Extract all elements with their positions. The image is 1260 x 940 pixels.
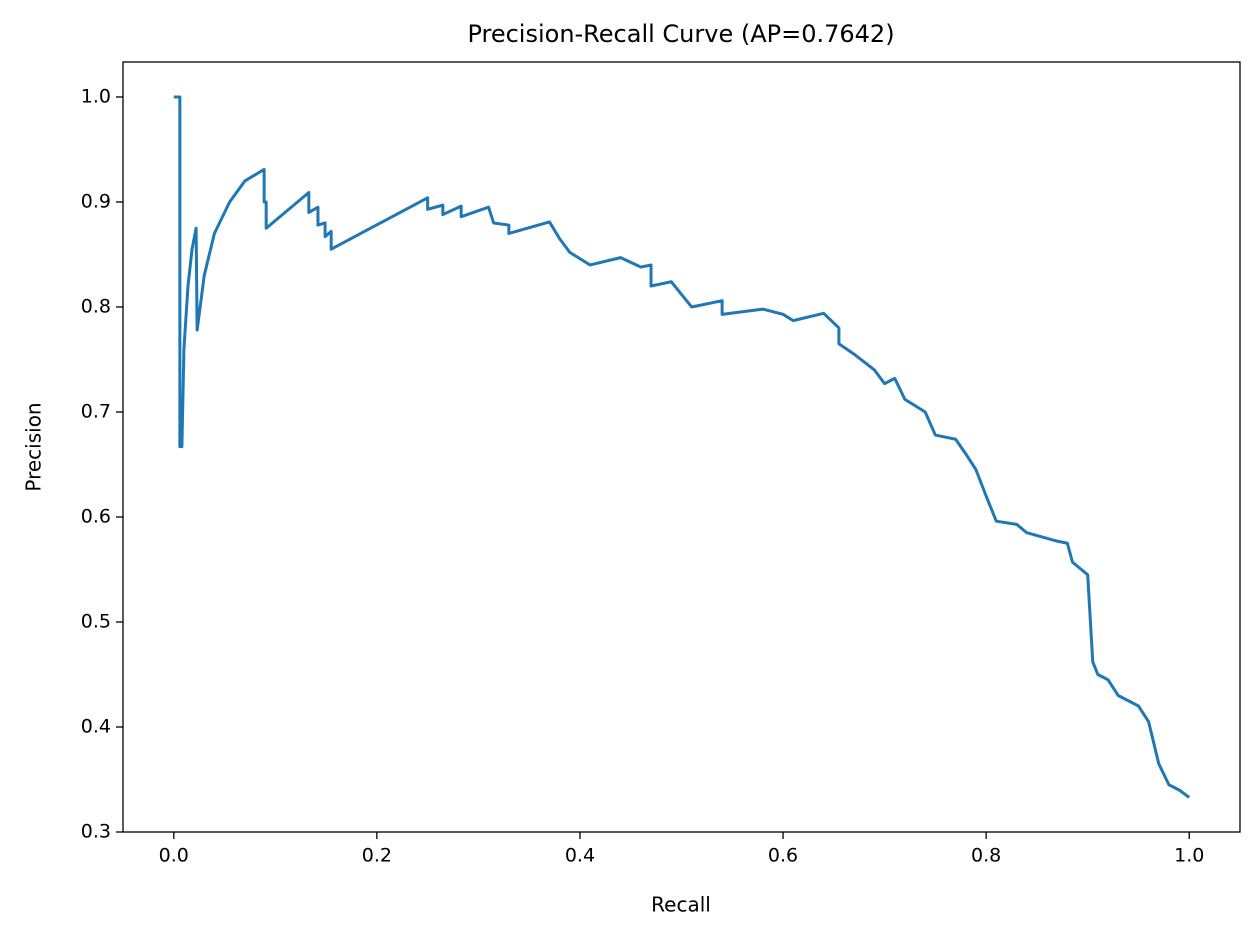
y-tick-label: 0.3 (81, 821, 111, 843)
pr-curve (173, 95, 1191, 799)
y-axis-label: Precision (22, 402, 46, 491)
x-tick-label: 1.0 (1174, 845, 1204, 867)
x-axis-label: Recall (651, 893, 711, 917)
x-tick-label: 0.2 (362, 845, 392, 867)
y-tick-label: 0.4 (81, 715, 111, 737)
y-tick-label: 0.5 (81, 610, 111, 632)
plot-frame (122, 61, 1241, 833)
y-tick-label: 0.8 (81, 295, 111, 317)
x-tick-label: 0.4 (565, 845, 595, 867)
y-tick-label: 0.9 (81, 190, 111, 212)
x-tick-label: 0.0 (159, 845, 189, 867)
y-tick-label: 0.6 (81, 505, 111, 527)
chart-title: Precision-Recall Curve (AP=0.7642) (467, 20, 894, 48)
y-tick-label: 1.0 (81, 85, 111, 107)
y-tick-label: 0.7 (81, 400, 111, 422)
x-tick-label: 0.8 (971, 845, 1001, 867)
x-tick-label: 0.6 (768, 845, 798, 867)
